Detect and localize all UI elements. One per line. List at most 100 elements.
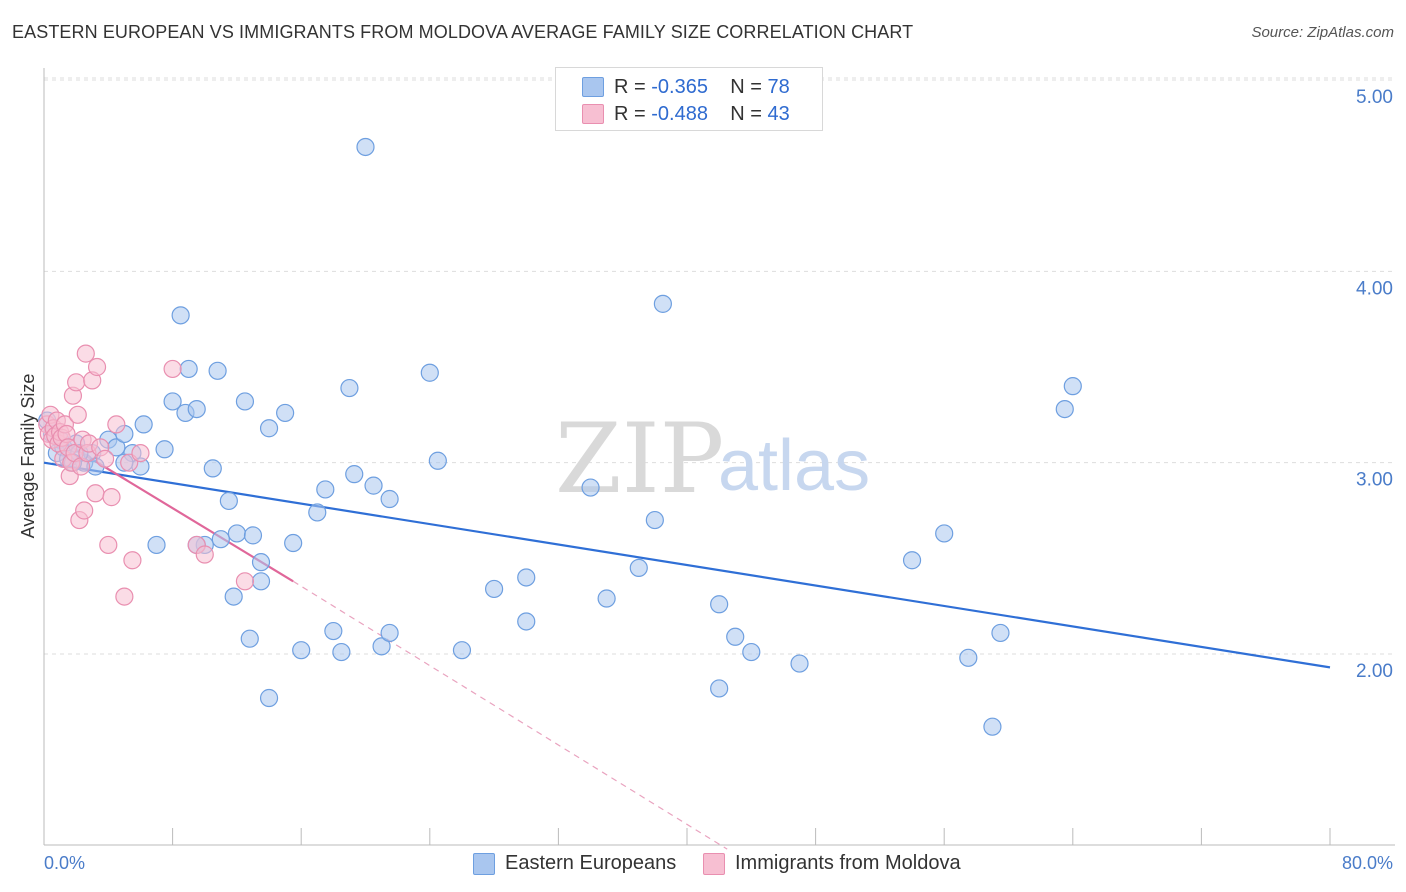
x-tick-label: 80.0% bbox=[1342, 853, 1393, 873]
moldova-point bbox=[75, 501, 94, 520]
eastern-european-trend-line bbox=[43, 461, 1331, 669]
eastern-european-point bbox=[251, 553, 271, 572]
eastern-european-point bbox=[935, 524, 954, 543]
eastern-european-point bbox=[243, 526, 263, 545]
moldova-point bbox=[99, 535, 118, 555]
eastern-european-point bbox=[364, 476, 383, 495]
eastern-european-point bbox=[517, 612, 536, 631]
eastern-european-point bbox=[259, 688, 279, 708]
moldova-point bbox=[102, 488, 121, 507]
moldova-point bbox=[76, 344, 95, 363]
eastern-european-point bbox=[147, 535, 166, 555]
legend-label: Immigrants from Moldova bbox=[735, 852, 961, 874]
eastern-european-point bbox=[155, 440, 174, 459]
eastern-european-point bbox=[276, 403, 295, 423]
moldova-point bbox=[195, 545, 214, 564]
eastern-european-point bbox=[134, 415, 153, 434]
eastern-european-point bbox=[292, 641, 311, 660]
eastern-european-point bbox=[726, 627, 745, 646]
eastern-european-point bbox=[742, 642, 761, 662]
eastern-european-point bbox=[710, 679, 729, 698]
legend-n-label: N = bbox=[730, 103, 762, 125]
eastern-european-point bbox=[1063, 377, 1082, 396]
eastern-european-point bbox=[597, 589, 616, 608]
eastern-european-point bbox=[240, 629, 259, 648]
moldova-point bbox=[235, 572, 255, 591]
eastern-european-point bbox=[356, 137, 375, 157]
moldova-point bbox=[115, 587, 134, 606]
eastern-european-point bbox=[163, 392, 182, 411]
y-tick-label: 5.00 bbox=[1356, 87, 1393, 108]
eastern-european-point bbox=[959, 648, 978, 667]
moldova-point bbox=[131, 444, 150, 463]
legend-r-label: R = bbox=[614, 103, 646, 125]
eastern-european-point bbox=[203, 459, 222, 478]
eastern-european-point bbox=[380, 489, 399, 509]
eastern-european-point bbox=[983, 717, 1002, 736]
moldova-point bbox=[163, 359, 182, 379]
legend-n-label: N = bbox=[730, 76, 762, 98]
watermark: ZIP atlas bbox=[555, 403, 870, 515]
eastern-european-point bbox=[179, 359, 198, 379]
grid-lines bbox=[44, 77, 1395, 655]
eastern-european-point bbox=[251, 572, 271, 591]
moldova-point bbox=[67, 373, 86, 392]
moldova-point bbox=[107, 415, 126, 434]
eastern-european-point bbox=[224, 587, 243, 606]
eastern-european-point bbox=[259, 419, 279, 438]
legend-r-value: -0.488 bbox=[651, 103, 708, 125]
eastern-european-point bbox=[428, 451, 447, 470]
eastern-european-point bbox=[372, 637, 391, 656]
source-label: Source: ZipAtlas.com bbox=[1251, 24, 1394, 41]
eastern-european-point bbox=[187, 399, 206, 419]
legend-swatch-pink bbox=[582, 104, 604, 124]
y-tick-label: 2.00 bbox=[1356, 661, 1393, 682]
chart-title: EASTERN EUROPEAN VS IMMIGRANTS FROM MOLD… bbox=[12, 22, 914, 42]
legend-n-value: 78 bbox=[767, 76, 790, 98]
eastern-european-point bbox=[211, 530, 230, 549]
eastern-european-point bbox=[324, 621, 343, 641]
eastern-european-point bbox=[517, 568, 536, 587]
eastern-european-point bbox=[227, 524, 246, 543]
eastern-european-point bbox=[332, 642, 351, 662]
moldova-point bbox=[86, 484, 105, 503]
eastern-european-point bbox=[645, 510, 664, 530]
y-axis-label: Average Family Size bbox=[18, 374, 38, 539]
tick-labels: 2.00 3.00 4.00 5.00 0.0% 80.0% bbox=[44, 87, 1393, 873]
stats-legend: R = -0.365 N = 78 R = -0.488 N = 43 bbox=[555, 67, 823, 131]
eastern-european-point bbox=[581, 478, 600, 497]
eastern-european-point bbox=[653, 294, 672, 313]
watermark-zip: ZIP bbox=[555, 403, 724, 515]
legend-label: Eastern Europeans bbox=[505, 852, 677, 874]
moldova-point bbox=[87, 357, 107, 377]
eastern-european-point bbox=[629, 558, 648, 578]
moldova-point bbox=[68, 405, 87, 424]
eastern-european-point bbox=[485, 579, 504, 599]
legend-swatch-pink bbox=[703, 853, 725, 875]
eastern-european-point bbox=[452, 641, 472, 660]
eastern-european-point bbox=[710, 595, 729, 614]
moldova-point bbox=[123, 551, 142, 570]
eastern-european-point bbox=[208, 361, 227, 380]
eastern-european-point bbox=[308, 503, 327, 522]
moldova-trend-extension bbox=[292, 580, 728, 850]
x-tick-label: 0.0% bbox=[44, 853, 85, 873]
legend-n-value: 43 bbox=[767, 103, 790, 125]
eastern-european-point bbox=[219, 491, 238, 511]
eastern-european-point bbox=[991, 623, 1010, 643]
y-tick-label: 4.00 bbox=[1356, 278, 1393, 299]
eastern-european-point bbox=[284, 533, 303, 553]
eastern-european-point bbox=[171, 306, 190, 325]
eastern-european-point bbox=[1055, 399, 1074, 419]
eastern-european-point bbox=[902, 551, 922, 570]
legend-r-value: -0.365 bbox=[651, 76, 708, 98]
eastern-european-point bbox=[420, 363, 439, 382]
eastern-european-point bbox=[380, 623, 399, 643]
legend-swatch-blue bbox=[582, 77, 604, 97]
eastern-european-point bbox=[340, 378, 359, 398]
eastern-european-point bbox=[790, 654, 809, 673]
legend-swatch-blue bbox=[473, 853, 495, 875]
axes bbox=[43, 68, 1395, 846]
watermark-atlas: atlas bbox=[718, 426, 870, 506]
